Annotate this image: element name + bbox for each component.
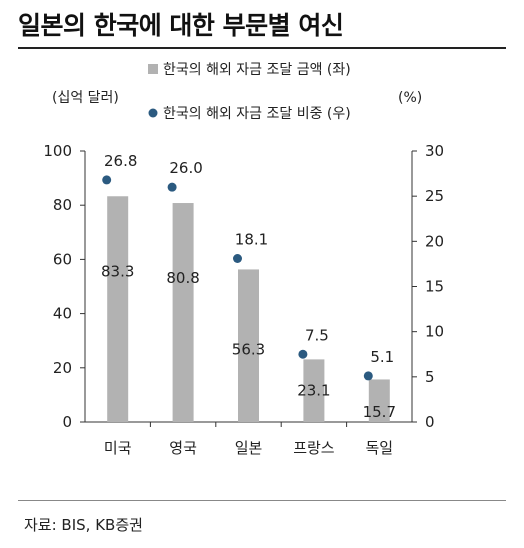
bar <box>303 359 325 422</box>
point <box>167 182 177 192</box>
point <box>363 371 373 381</box>
source-note: 자료: BIS, KB증권 <box>24 516 143 534</box>
x-tick-label: 프랑스 <box>293 439 335 457</box>
legend-swatch-bar <box>148 64 158 74</box>
legend-label-bar: 한국의 해외 자금 조달 금액 (좌) <box>163 62 351 78</box>
legend-label-dot: 한국의 해외 자금 조달 비중 (우) <box>163 106 351 122</box>
right-tick-label: 20 <box>425 232 444 250</box>
right-tick-label: 0 <box>425 413 435 431</box>
legend: 한국의 해외 자금 조달 금액 (좌) 한국의 해외 자금 조달 비중 (우) <box>148 62 351 122</box>
source-divider <box>18 500 506 501</box>
bar-value-label: 80.8 <box>166 269 199 287</box>
right-tick-label: 5 <box>425 368 435 386</box>
bar-value-label: 83.3 <box>101 262 134 280</box>
left-axis-label: (십억 달러) <box>52 90 119 106</box>
bars: 83.3 80.8 56.3 23.1 15.7 <box>101 196 396 422</box>
right-axis-label: (%) <box>398 90 422 106</box>
x-tick-label: 미국 <box>104 439 132 457</box>
point <box>102 175 112 185</box>
bar-value-label: 56.3 <box>232 340 265 358</box>
x-tick-label: 영국 <box>169 439 197 457</box>
bar <box>107 196 129 422</box>
bar <box>238 269 259 422</box>
right-tick-label: 25 <box>425 187 444 205</box>
chart-title: 일본의 한국에 대한 부문별 여신 <box>18 11 344 40</box>
right-tick-label: 30 <box>425 142 444 160</box>
left-tick-label: 40 <box>53 305 72 323</box>
right-tick-label: 15 <box>425 278 444 296</box>
right-tick-label: 10 <box>425 323 444 341</box>
bar <box>172 203 194 422</box>
left-tick-label: 80 <box>53 196 72 214</box>
bar <box>368 379 390 422</box>
point-value-label: 5.1 <box>370 348 394 366</box>
left-tick-label: 100 <box>43 142 72 160</box>
left-tick-label: 0 <box>62 413 72 431</box>
axes: 0 20 40 60 80 100 0 5 10 15 20 25 30 미국 영국 일본 프랑스 독일 <box>43 142 444 457</box>
point <box>233 253 242 263</box>
chart: 한국의 해외 자금 조달 금액 (좌) 한국의 해외 자금 조달 비중 (우) (… <box>43 62 444 457</box>
legend-swatch-dot <box>148 108 158 118</box>
x-tick-label: 일본 <box>235 439 263 457</box>
left-tick-label: 60 <box>53 250 72 268</box>
points: 26.8 26.0 18.1 7.5 5.1 <box>102 152 394 381</box>
point <box>298 349 308 359</box>
x-tick-label: 독일 <box>365 439 393 457</box>
bar-value-label: 15.7 <box>363 403 396 421</box>
title-divider <box>18 47 506 49</box>
point-value-label: 18.1 <box>235 230 268 248</box>
left-tick-label: 20 <box>53 359 72 377</box>
point-value-label: 26.8 <box>104 152 137 170</box>
point-value-label: 7.5 <box>305 326 329 344</box>
bar-value-label: 23.1 <box>297 381 330 399</box>
point-value-label: 26.0 <box>169 159 202 177</box>
